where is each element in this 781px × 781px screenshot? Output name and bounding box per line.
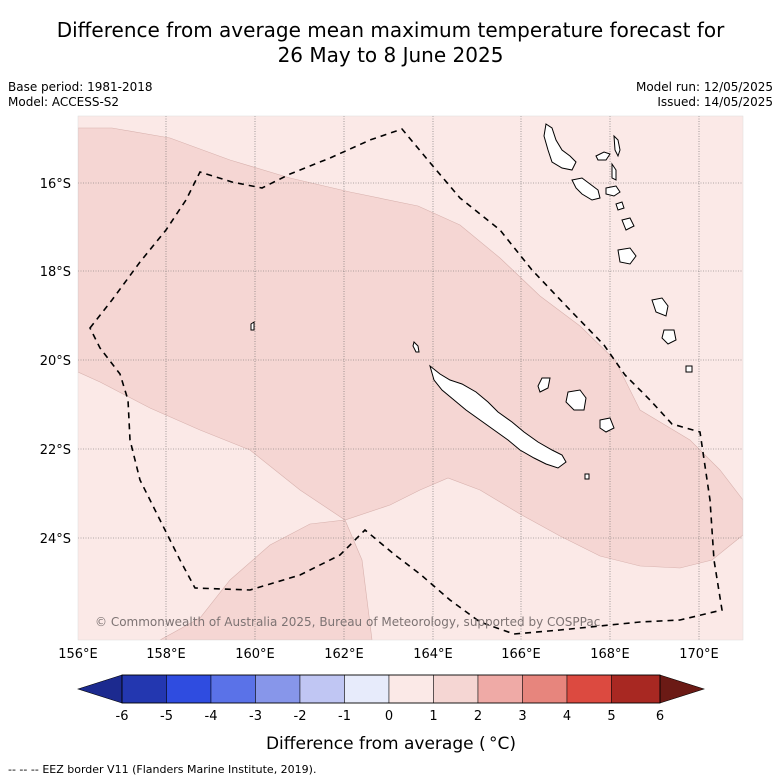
lat-label-20s: 20°S	[40, 354, 71, 369]
tanna-island	[651, 297, 669, 317]
colorbar-tick: -5	[160, 709, 173, 724]
colorbar-tick: 5	[607, 709, 615, 724]
colorbar-cell	[299, 674, 345, 704]
epi-island	[615, 201, 625, 211]
colorbar-cell	[522, 674, 568, 704]
malekula-island	[571, 177, 601, 201]
colorbar-cell	[566, 674, 612, 704]
new-caledonia-island	[429, 364, 567, 469]
aneityum-island	[661, 329, 677, 345]
efate-island	[621, 217, 635, 231]
colorbar-cell	[210, 674, 256, 704]
lat-label-22s: 22°S	[40, 443, 71, 458]
colorbar-tick: -4	[205, 709, 218, 724]
colorbar-cell	[344, 674, 390, 704]
eez-border	[89, 128, 723, 635]
meta-left: Base period: 1981-2018 Model: ACCESS-S2	[8, 80, 153, 110]
model-name: Model: ACCESS-S2	[8, 95, 120, 109]
colorbar-cell	[166, 674, 212, 704]
issued-date: Issued: 14/05/2025	[657, 95, 773, 109]
meta-right: Model run: 12/05/2025 Issued: 14/05/2025	[636, 80, 773, 110]
mare-island	[599, 417, 615, 433]
model-run: Model run: 12/05/2025	[635, 80, 773, 94]
lon-label-158e: 158°E	[146, 647, 186, 662]
colorbar-label: Difference from average ( °C)	[266, 734, 516, 754]
colorbar-extend-high	[659, 674, 705, 704]
graticule	[78, 116, 743, 640]
lon-label-156e: 156°E	[58, 647, 98, 662]
colorbar: -6 -5 -4 -3 -2 -1 0 1 2 3 4 5 6 Differen…	[77, 674, 705, 754]
chart-title: Difference from average mean maximum tem…	[0, 18, 781, 68]
longitude-labels: 156°E 158°E 160°E 162°E 164°E 166°E 168°…	[58, 647, 719, 662]
eez-legend-symbol: -- -- --	[8, 763, 39, 776]
espiritu-santo-island	[543, 123, 577, 171]
erromango-island	[617, 247, 637, 265]
anomaly-band-1-2-south	[159, 519, 373, 640]
lon-label-170e: 170°E	[679, 647, 719, 662]
lat-label-16s: 16°S	[40, 177, 71, 192]
colorbar-tick: -1	[338, 709, 351, 724]
colorbar-outline	[121, 674, 661, 704]
ambrym-island	[605, 185, 621, 197]
eez-legend-text: EEZ border V11 (Flanders Marine Institut…	[42, 763, 317, 776]
hunter-island	[685, 365, 693, 373]
colorbar-cell	[433, 674, 479, 704]
pentecost-island	[611, 162, 617, 181]
lat-label-24s: 24°S	[40, 532, 71, 547]
eez-legend: -- -- -- EEZ border V11 (Flanders Marine…	[8, 763, 316, 776]
colorbar-cell	[611, 674, 661, 704]
latitude-labels: 16°S 18°S 20°S 22°S 24°S	[40, 177, 71, 547]
map-area: © Commonwealth of Australia 2025, Bureau…	[78, 116, 743, 640]
colorbar-tick: 2	[474, 709, 482, 724]
colorbar-cells	[121, 674, 661, 704]
colorbar-cell	[121, 674, 167, 704]
title-line-1: Difference from average mean maximum tem…	[56, 18, 725, 42]
title-line-2: 26 May to 8 June 2025	[277, 43, 504, 67]
colorbar-tick-labels: -6 -5 -4 -3 -2 -1 0 1 2 3 4 5 6	[116, 709, 665, 724]
anomaly-band-1-2	[78, 127, 743, 569]
lon-label-160e: 160°E	[235, 647, 275, 662]
land-outlines	[250, 123, 693, 480]
maewo-island	[613, 134, 621, 158]
colorbar-extend-low	[77, 674, 123, 704]
colorbar-cell	[255, 674, 301, 704]
lon-label-162e: 162°E	[324, 647, 364, 662]
lifou-island	[565, 389, 587, 411]
colorbar-tick: -3	[249, 709, 262, 724]
colorbar-tick: 3	[518, 709, 526, 724]
colorbar-tick: 0	[385, 709, 393, 724]
colorbar-tick: -2	[294, 709, 307, 724]
ouvea-island	[537, 377, 551, 393]
belep-island	[412, 341, 420, 353]
lon-label-164e: 164°E	[413, 647, 453, 662]
lon-label-168e: 168°E	[590, 647, 630, 662]
copyright-text: © Commonwealth of Australia 2025, Bureau…	[95, 615, 600, 629]
walpole-island	[584, 473, 590, 480]
colorbar-tick: 4	[563, 709, 571, 724]
lon-label-166e: 166°E	[501, 647, 541, 662]
lat-label-18s: 18°S	[40, 265, 71, 280]
base-period: Base period: 1981-2018	[8, 80, 153, 94]
chesterfield-island	[250, 321, 255, 331]
colorbar-tick: 1	[429, 709, 437, 724]
map-frame	[77, 115, 744, 641]
colorbar-cell	[477, 674, 523, 704]
colorbar-cell	[388, 674, 434, 704]
colorbar-tick: 6	[656, 709, 664, 724]
ambae-island	[595, 151, 611, 161]
colorbar-tick: -6	[116, 709, 129, 724]
